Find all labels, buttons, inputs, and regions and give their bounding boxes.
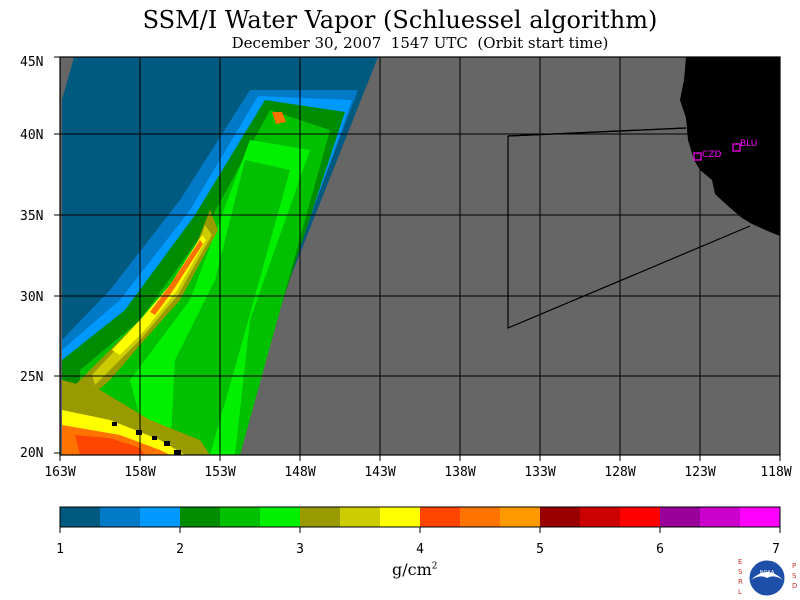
colorbar-tick-label: 3: [296, 542, 304, 557]
station-czd-label: CZD: [702, 150, 721, 160]
logo-letter-l: L: [738, 588, 742, 596]
axis-ticks: [54, 56, 781, 461]
map-title: SSM/I Water Vapor (Schluessel algorithm): [142, 6, 658, 34]
colorbar-tick-label: 5: [536, 542, 544, 557]
colorbar-swatch: [260, 507, 301, 527]
colorbar-ticks: 1 2 3 4 5 6 7: [56, 527, 781, 557]
colorbar-swatch: [340, 507, 381, 527]
map-subtitle: December 30, 2007 1547 UTC (Orbit start …: [231, 34, 609, 52]
colorbar-swatch: [580, 507, 621, 527]
vapor-north-patch: [272, 112, 286, 124]
lon-label-158w: 158W: [124, 465, 155, 480]
colorbar-tick-label: 2: [176, 542, 184, 557]
colorbar-swatch: [300, 507, 341, 527]
vapor-band-olive: [70, 210, 218, 405]
lat-label-35n: 35N: [20, 209, 43, 224]
logo-letter-r: R: [738, 578, 743, 586]
colorbar-swatch: [620, 507, 661, 527]
lon-label-133w: 133W: [524, 465, 555, 480]
flight-track-segment: [507, 136, 751, 329]
flight-track-top: [507, 127, 687, 137]
vapor-band-yellow: [112, 235, 206, 355]
colorbar-swatch: [420, 507, 461, 527]
lon-label-148w: 148W: [284, 465, 315, 480]
lat-label-25n: 25N: [20, 370, 43, 385]
colorbar-tick-label: 4: [416, 542, 424, 557]
lat-label-40n: 40N: [20, 128, 43, 143]
lon-label-123w: 123W: [684, 465, 715, 480]
logo-letter-e: E: [738, 558, 742, 566]
north-america-land: [680, 57, 780, 236]
lat-label-30n: 30N: [20, 290, 43, 305]
colorbar-swatches: [60, 507, 781, 527]
colorbar-units: g/cm2: [392, 560, 438, 579]
colorbar-swatch: [500, 507, 541, 527]
colorbar-swatch: [100, 507, 141, 527]
graticule: [60, 57, 780, 455]
lon-label-163w: 163W: [44, 465, 75, 480]
colorbar-swatch: [540, 507, 581, 527]
noaa-emblem-text: NOAA: [760, 570, 775, 576]
station-czd: CZD: [693, 150, 721, 161]
station-blu-label: BLU: [740, 139, 757, 149]
lon-label-118w: 118W: [760, 465, 791, 480]
lon-label-128w: 128W: [604, 465, 635, 480]
colorbar-swatch: [380, 507, 421, 527]
colorbar-tick-label: 6: [656, 542, 664, 557]
map-frame: [59, 56, 781, 456]
colorbar-swatch: [740, 507, 781, 527]
noaa-bird-icon: [751, 572, 783, 580]
lat-label-45n: 45N: [20, 55, 43, 70]
logo-letter-d: D: [792, 582, 797, 590]
colorbar-tick-label: 1: [56, 542, 64, 557]
noaa-esrl-logo: E S R L NOAA P S D: [738, 558, 797, 597]
vapor-high-south-red: [75, 435, 145, 455]
colorbar-swatch: [460, 507, 501, 527]
lat-label-20n: 20N: [20, 446, 43, 461]
logo-letter-s2: S: [792, 572, 797, 580]
colorbar-swatch: [700, 507, 741, 527]
colorbar-swatch: [180, 507, 221, 527]
station-blu: BLU: [732, 139, 757, 152]
colorbar-swatch: [660, 507, 701, 527]
lon-label-138w: 138W: [444, 465, 475, 480]
colorbar-tick-label: 7: [772, 542, 780, 557]
colorbar-swatch: [60, 507, 101, 527]
logo-letter-p: P: [792, 562, 796, 570]
colorbar-swatch: [220, 507, 261, 527]
lon-label-143w: 143W: [364, 465, 395, 480]
hawaii-islands: [112, 422, 181, 455]
logo-letter-s: S: [738, 568, 743, 576]
lon-label-153w: 153W: [204, 465, 235, 480]
colorbar-swatch: [140, 507, 181, 527]
vapor-band-green-inner: [170, 160, 290, 455]
